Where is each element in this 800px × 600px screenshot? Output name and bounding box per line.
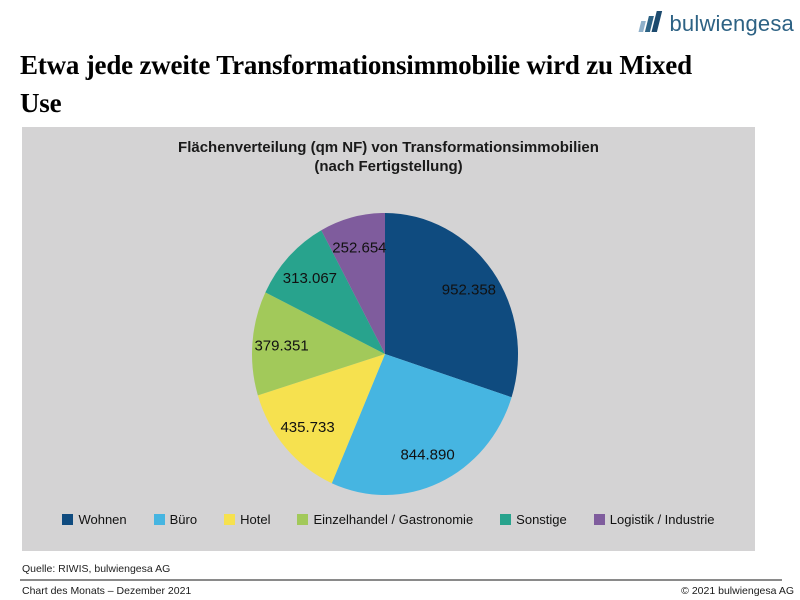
legend-label: Hotel (240, 512, 271, 527)
pie-slice-0 (385, 213, 519, 398)
brand-logo: bulwiengesa (634, 6, 794, 41)
legend-label: Einzelhandel / Gastronomie (313, 512, 474, 527)
pie-value-label-4: 313.067 (283, 270, 337, 287)
chart-legend: Wohnen Büro Hotel Einzelhandel / Gastronomi… (22, 512, 755, 527)
chart-title-line2: (nach Fertigstellung) (314, 158, 463, 175)
legend-item-2: Hotel (224, 512, 270, 527)
pie-slice-3 (252, 292, 385, 396)
pie-slice-1 (331, 354, 512, 496)
pie-chart: 952.358 844.890 435.733 379.351 313.067 252.6… (252, 213, 519, 496)
legend-label: Wohnen (78, 512, 127, 527)
legend-swatch-icon (593, 514, 605, 525)
footer-divider (20, 579, 782, 581)
footer-copyright: © 2021 bulwiengesa AG (681, 585, 794, 597)
legend-swatch-icon (153, 514, 165, 525)
pie-slice-5 (321, 213, 385, 354)
source-note: Quelle: RIWIS, bulwiengesa AG (22, 563, 171, 575)
legend-item-1: Büro (153, 512, 198, 527)
pie-slice-2 (257, 354, 385, 484)
page-title: Etwa jede zweite Transformationsimmobili… (20, 50, 692, 118)
legend-item-0: Wohnen (62, 512, 127, 527)
pie-value-label-1: 844.890 (400, 446, 454, 463)
logo-bars-icon (634, 6, 664, 41)
legend-item-5: Logistik / Industrie (593, 512, 715, 527)
pie-value-label-3: 379.351 (254, 338, 308, 355)
legend-item-4: Sonstige (500, 512, 567, 527)
legend-swatch-icon (62, 514, 74, 525)
legend-item-3: Einzelhandel / Gastronomie (297, 512, 473, 527)
logo-text: bulwiengesa (669, 10, 794, 36)
legend-label: Logistik / Industrie (609, 512, 715, 527)
chart-title-line1: Flächenverteilung (qm NF) von Transforma… (178, 139, 599, 156)
legend-swatch-icon (297, 514, 309, 525)
pie-value-label-2: 435.733 (280, 419, 334, 436)
legend-label: Sonstige (516, 512, 567, 527)
pie-value-label-0: 952.358 (442, 281, 496, 298)
pie-slice-4 (265, 230, 385, 354)
chart-panel: Flächenverteilung (qm NF) von Transforma… (22, 127, 755, 551)
pie-value-label-5: 252.654 (332, 239, 386, 256)
footer-left-text: Chart des Monats – Dezember 2021 (22, 585, 192, 597)
legend-swatch-icon (500, 514, 512, 525)
legend-label: Büro (169, 512, 198, 527)
chart-title: Flächenverteilung (qm NF) von Transforma… (22, 138, 755, 176)
legend-swatch-icon (224, 514, 236, 525)
